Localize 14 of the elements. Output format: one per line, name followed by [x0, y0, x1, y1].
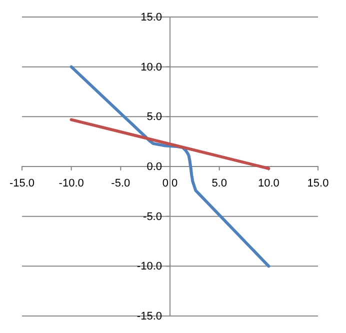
- y-tick-label: 10.0: [140, 61, 162, 74]
- x-tick-label: -5.0: [111, 177, 130, 190]
- x-tick-label: 0.0: [162, 177, 178, 190]
- y-tick-label: 0.0: [146, 161, 162, 174]
- x-tick-label: 5.0: [212, 177, 227, 190]
- x-tick-label: -15.0: [9, 177, 35, 190]
- y-tick-label: -15.0: [136, 310, 162, 323]
- x-tick-label: -10.0: [58, 177, 84, 190]
- y-tick-label: -10.0: [136, 260, 162, 273]
- y-tick-label: 15.0: [140, 12, 162, 24]
- y-tick-label: -5.0: [143, 210, 162, 223]
- y-tick-label: 5.0: [146, 111, 162, 124]
- x-tick-label: 15.0: [307, 177, 329, 190]
- x-tick-label: 10.0: [258, 177, 280, 190]
